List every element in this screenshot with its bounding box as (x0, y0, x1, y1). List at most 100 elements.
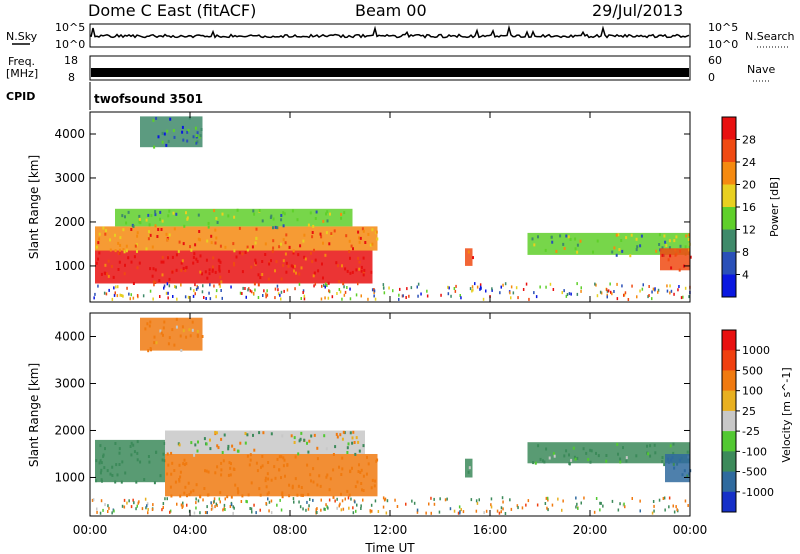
power-speckle (138, 261, 141, 265)
power-speckle (314, 258, 317, 262)
velocity-speckle (227, 447, 230, 451)
power-speckle (280, 242, 282, 246)
power-speckle (303, 233, 306, 237)
power-speckle (314, 217, 317, 220)
power-ytick-label: 3000 (54, 171, 85, 185)
velocity-speckle (539, 457, 542, 461)
power-speckle (635, 248, 638, 252)
velocity-ground-speckle (211, 504, 213, 508)
power-speckle (371, 228, 374, 232)
velocity-ground-speckle (176, 502, 178, 506)
power-ground-speckle (192, 294, 195, 298)
power-speckle (357, 230, 360, 234)
power-ground-speckle (247, 288, 249, 292)
velocity-ground-speckle (562, 499, 564, 503)
power-speckle (326, 219, 329, 223)
power-speckle (679, 249, 681, 253)
power-speckle (664, 240, 667, 244)
power-speckle (661, 253, 664, 257)
nave-tick-low: 0 (708, 71, 715, 84)
power-speckle (198, 135, 201, 139)
velocity-ground-speckle (546, 506, 548, 510)
velocity-speckle (132, 443, 135, 447)
velocity-ground-speckle (593, 510, 596, 514)
power-speckle (246, 248, 249, 252)
velocity-ground-speckle (449, 507, 452, 511)
velocity-speckle (188, 328, 191, 332)
power-speckle (186, 130, 189, 134)
velocity-ground-speckle (485, 509, 488, 513)
velocity-speckle (129, 445, 132, 448)
cpid-label: CPID (6, 90, 35, 103)
power-speckle (362, 270, 365, 274)
velocity-ground-speckle (405, 502, 407, 506)
power-ground-speckle (165, 291, 168, 295)
velocity-speckle (283, 458, 286, 462)
power-speckle (186, 216, 189, 220)
velocity-speckle (174, 480, 177, 484)
power-colorbar-tick-label: 20 (742, 179, 756, 192)
power-speckle (563, 247, 566, 250)
power-speckle (533, 243, 536, 247)
velocity-speckle (244, 441, 247, 445)
power-speckle (333, 229, 336, 233)
velocity-speckle (109, 472, 112, 476)
velocity-speckle (282, 464, 285, 468)
power-speckle (658, 233, 661, 237)
power-ytick-label: 2000 (54, 215, 85, 229)
power-ground-speckle (129, 297, 131, 301)
power-speckle (625, 236, 628, 240)
velocity-ground-speckle (338, 504, 340, 508)
velocity-speckle (239, 441, 242, 445)
power-speckle (325, 212, 327, 216)
power-ground-speckle (166, 282, 169, 286)
power-ground-speckle (607, 289, 610, 293)
power-ground-speckle (331, 295, 334, 299)
power-ground-speckle (426, 289, 428, 293)
velocity-speckle (339, 433, 342, 437)
power-speckle (171, 255, 174, 259)
power-speckle (467, 250, 470, 254)
power-speckle (102, 226, 105, 230)
cpid-panel: CPID twofsound 3501 (6, 82, 203, 110)
velocity-speckle (163, 459, 166, 463)
velocity-speckle (244, 432, 247, 435)
power-speckle (688, 233, 691, 237)
velocity-speckle (552, 452, 555, 456)
power-speckle (193, 252, 196, 256)
power-speckle (669, 254, 672, 258)
power-speckle (668, 246, 671, 250)
velocity-ground-speckle (96, 507, 98, 511)
power-ground-speckle (606, 293, 608, 297)
power-speckle (104, 263, 107, 267)
power-speckle (232, 242, 235, 246)
power-ground-speckle (239, 291, 242, 295)
power-ground-speckle (621, 284, 623, 288)
velocity-speckle (102, 454, 105, 458)
velocity-speckle (346, 489, 349, 493)
velocity-ground-speckle (551, 503, 554, 507)
velocity-ground-speckle (341, 499, 344, 503)
power-speckle (376, 237, 379, 241)
velocity-speckle (281, 491, 284, 495)
power-ground-speckle (265, 295, 267, 299)
velocity-speckle (135, 480, 138, 484)
power-ground-speckle (669, 291, 671, 295)
velocity-speckle (209, 438, 211, 442)
velocity-speckle (207, 470, 210, 474)
power-ground-speckle (187, 295, 190, 299)
power-speckle (210, 241, 213, 245)
velocity-ground-speckle (162, 502, 165, 505)
power-speckle (114, 233, 116, 237)
velocity-ground-speckle (293, 500, 295, 504)
power-ground-speckle (115, 285, 117, 289)
power-ground-speckle (274, 287, 277, 291)
velocity-speckle (185, 335, 188, 339)
velocity-speckle (351, 436, 354, 440)
power-speckle (274, 269, 276, 273)
power-ground-speckle (610, 290, 612, 294)
power-speckle (303, 255, 306, 259)
power-speckle (118, 260, 121, 264)
power-speckle (472, 256, 474, 260)
power-speckle (663, 234, 666, 238)
